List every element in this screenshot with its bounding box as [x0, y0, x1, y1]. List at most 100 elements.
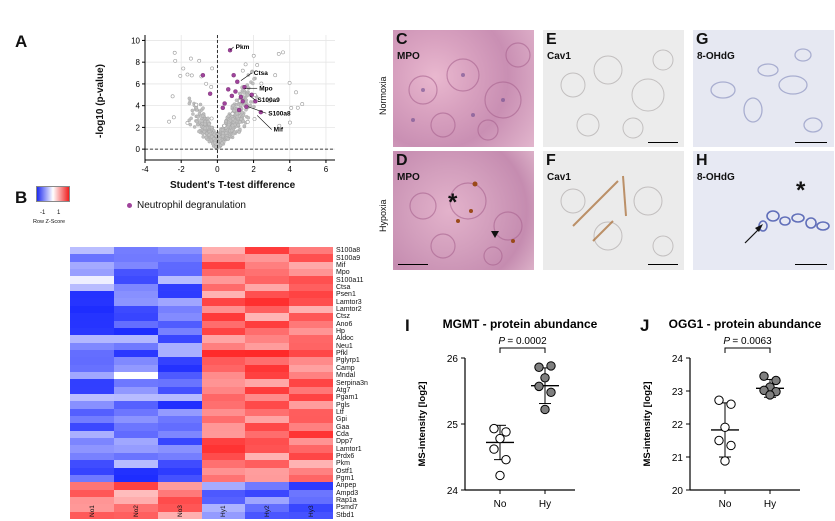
- heatmap-cell: [113, 298, 159, 307]
- data-point: [489, 423, 499, 434]
- micrograph-d: D MPO *: [393, 151, 534, 270]
- dotplot-y-tick-label: 24: [672, 354, 684, 365]
- heatmap-cell: [70, 394, 115, 402]
- volcano-point: [220, 141, 224, 146]
- asterisk-marker: *: [448, 189, 458, 216]
- volcano-point: [259, 81, 264, 86]
- heatmap-cell: [70, 438, 115, 446]
- scale-bar: [648, 264, 678, 265]
- heatmap-cell: [113, 511, 159, 520]
- heatmap-gene-label: Ctsa: [336, 283, 351, 291]
- volcano-highlight-point: [226, 87, 231, 92]
- dotplot-x-tick-label: No: [719, 499, 732, 510]
- heatmap-cell: [70, 254, 115, 263]
- heatmap-cell: [201, 452, 246, 461]
- volcano-point: [217, 136, 222, 141]
- heatmap-cell: [113, 460, 159, 468]
- volcano-highlight-point: [249, 92, 254, 97]
- heatmap-cell: [201, 430, 246, 439]
- volcano-point: [267, 98, 272, 103]
- volcano-point: [249, 70, 254, 74]
- heatmap-gene-label: Lamtor3: [336, 298, 362, 306]
- heatmap-cell: [157, 349, 202, 358]
- dotplot-y-tick-label: 26: [447, 354, 459, 365]
- heatmap-gene-label: Hp: [336, 328, 345, 336]
- heatmap-cell: [157, 467, 202, 476]
- data-point: [759, 371, 769, 381]
- heatmap-cell: [289, 423, 334, 432]
- volcano-points: [167, 48, 305, 150]
- volcano-point: [197, 129, 201, 134]
- heatmap-gene-label: Dpp7: [336, 438, 353, 446]
- heatmap-cell: [245, 357, 290, 366]
- heatmap-gene-label: Rap1a: [336, 497, 357, 505]
- volcano-point: [191, 112, 195, 116]
- volcano-point: [224, 131, 228, 135]
- heatmap-cell: [157, 386, 202, 395]
- heatmap-cell: [201, 460, 246, 468]
- volcano-point: [195, 119, 199, 124]
- micrograph-g: G 8-OHdG: [693, 30, 834, 147]
- volcano-point: [197, 111, 202, 116]
- heatmap-gene-label: Ltf: [336, 408, 344, 416]
- volcano-point: [251, 53, 256, 58]
- heatmap-cell: [157, 298, 202, 307]
- data-point: [540, 373, 550, 383]
- heatmap-cell: [245, 445, 290, 454]
- heatmap-cell: [157, 313, 202, 321]
- volcano-highlight-point: [253, 99, 258, 104]
- heatmap-cell: [245, 349, 290, 358]
- heatmap-cell: [157, 371, 202, 380]
- volcano-point: [294, 90, 298, 95]
- volcano-point: [230, 123, 235, 128]
- heatmap-cell: [70, 320, 115, 329]
- volcano-label-leader: [248, 106, 267, 114]
- heatmap-cell: [245, 452, 290, 461]
- volcano-x-tick-label: 2: [251, 165, 256, 174]
- heatmap-gene-label: Mndal: [336, 372, 356, 380]
- zscore-title: Row Z-Score: [33, 219, 66, 225]
- heatmap-cell: [289, 452, 334, 461]
- heatmap-cell: [201, 511, 246, 520]
- heatmap-cell: [157, 460, 202, 468]
- heatmap-cell: [245, 394, 290, 402]
- heatmap-cell: [70, 335, 115, 343]
- heatmap-cell: [157, 254, 202, 263]
- heatmap-cell: [201, 408, 246, 417]
- row-label-normoxia: Normoxia: [378, 76, 388, 115]
- heatmap-cell: [157, 504, 202, 513]
- heatmap-cell: [113, 504, 159, 513]
- volcano-point: [192, 125, 197, 129]
- volcano-point: [201, 135, 205, 139]
- micrograph-e: E Cav1: [543, 30, 684, 147]
- heatmap-cell: [245, 489, 290, 498]
- volcano-point: [239, 117, 244, 121]
- volcano-point: [235, 111, 239, 116]
- volcano-point: [245, 119, 250, 124]
- data-point: [501, 427, 511, 437]
- panel-label-h: H: [696, 152, 708, 169]
- heatmap-cell: [289, 335, 334, 343]
- heatmap-cell: [201, 298, 246, 307]
- volcano-point: [236, 123, 241, 127]
- volcano-legend-label: Neutrophil degranulation: [137, 200, 246, 211]
- heatmap-cell: [245, 320, 290, 329]
- heatmap-cell: [289, 269, 334, 277]
- heatmap-cell: [201, 349, 246, 358]
- heatmap-cell: [201, 364, 246, 373]
- panel-label-a: A: [15, 32, 28, 51]
- pvalue-label: P = 0.0002: [498, 336, 547, 347]
- data-point: [495, 470, 505, 481]
- heatmap-sample-label: Hy2: [264, 505, 272, 517]
- heatmap-cell: [289, 386, 334, 395]
- volcano-highlight-point: [238, 94, 244, 100]
- volcano-point: [181, 66, 186, 71]
- volcano-highlight-point: [242, 84, 247, 90]
- heatmap-cell: [70, 401, 115, 410]
- heatmap-cell: [70, 291, 115, 299]
- heatmap-gene-label: S100a9: [336, 254, 361, 262]
- heatmap-sample-label: Hy3: [308, 505, 316, 517]
- volcano-point: [240, 110, 244, 115]
- heatmap-cell: [245, 386, 290, 395]
- heatmap-cell: [245, 276, 290, 285]
